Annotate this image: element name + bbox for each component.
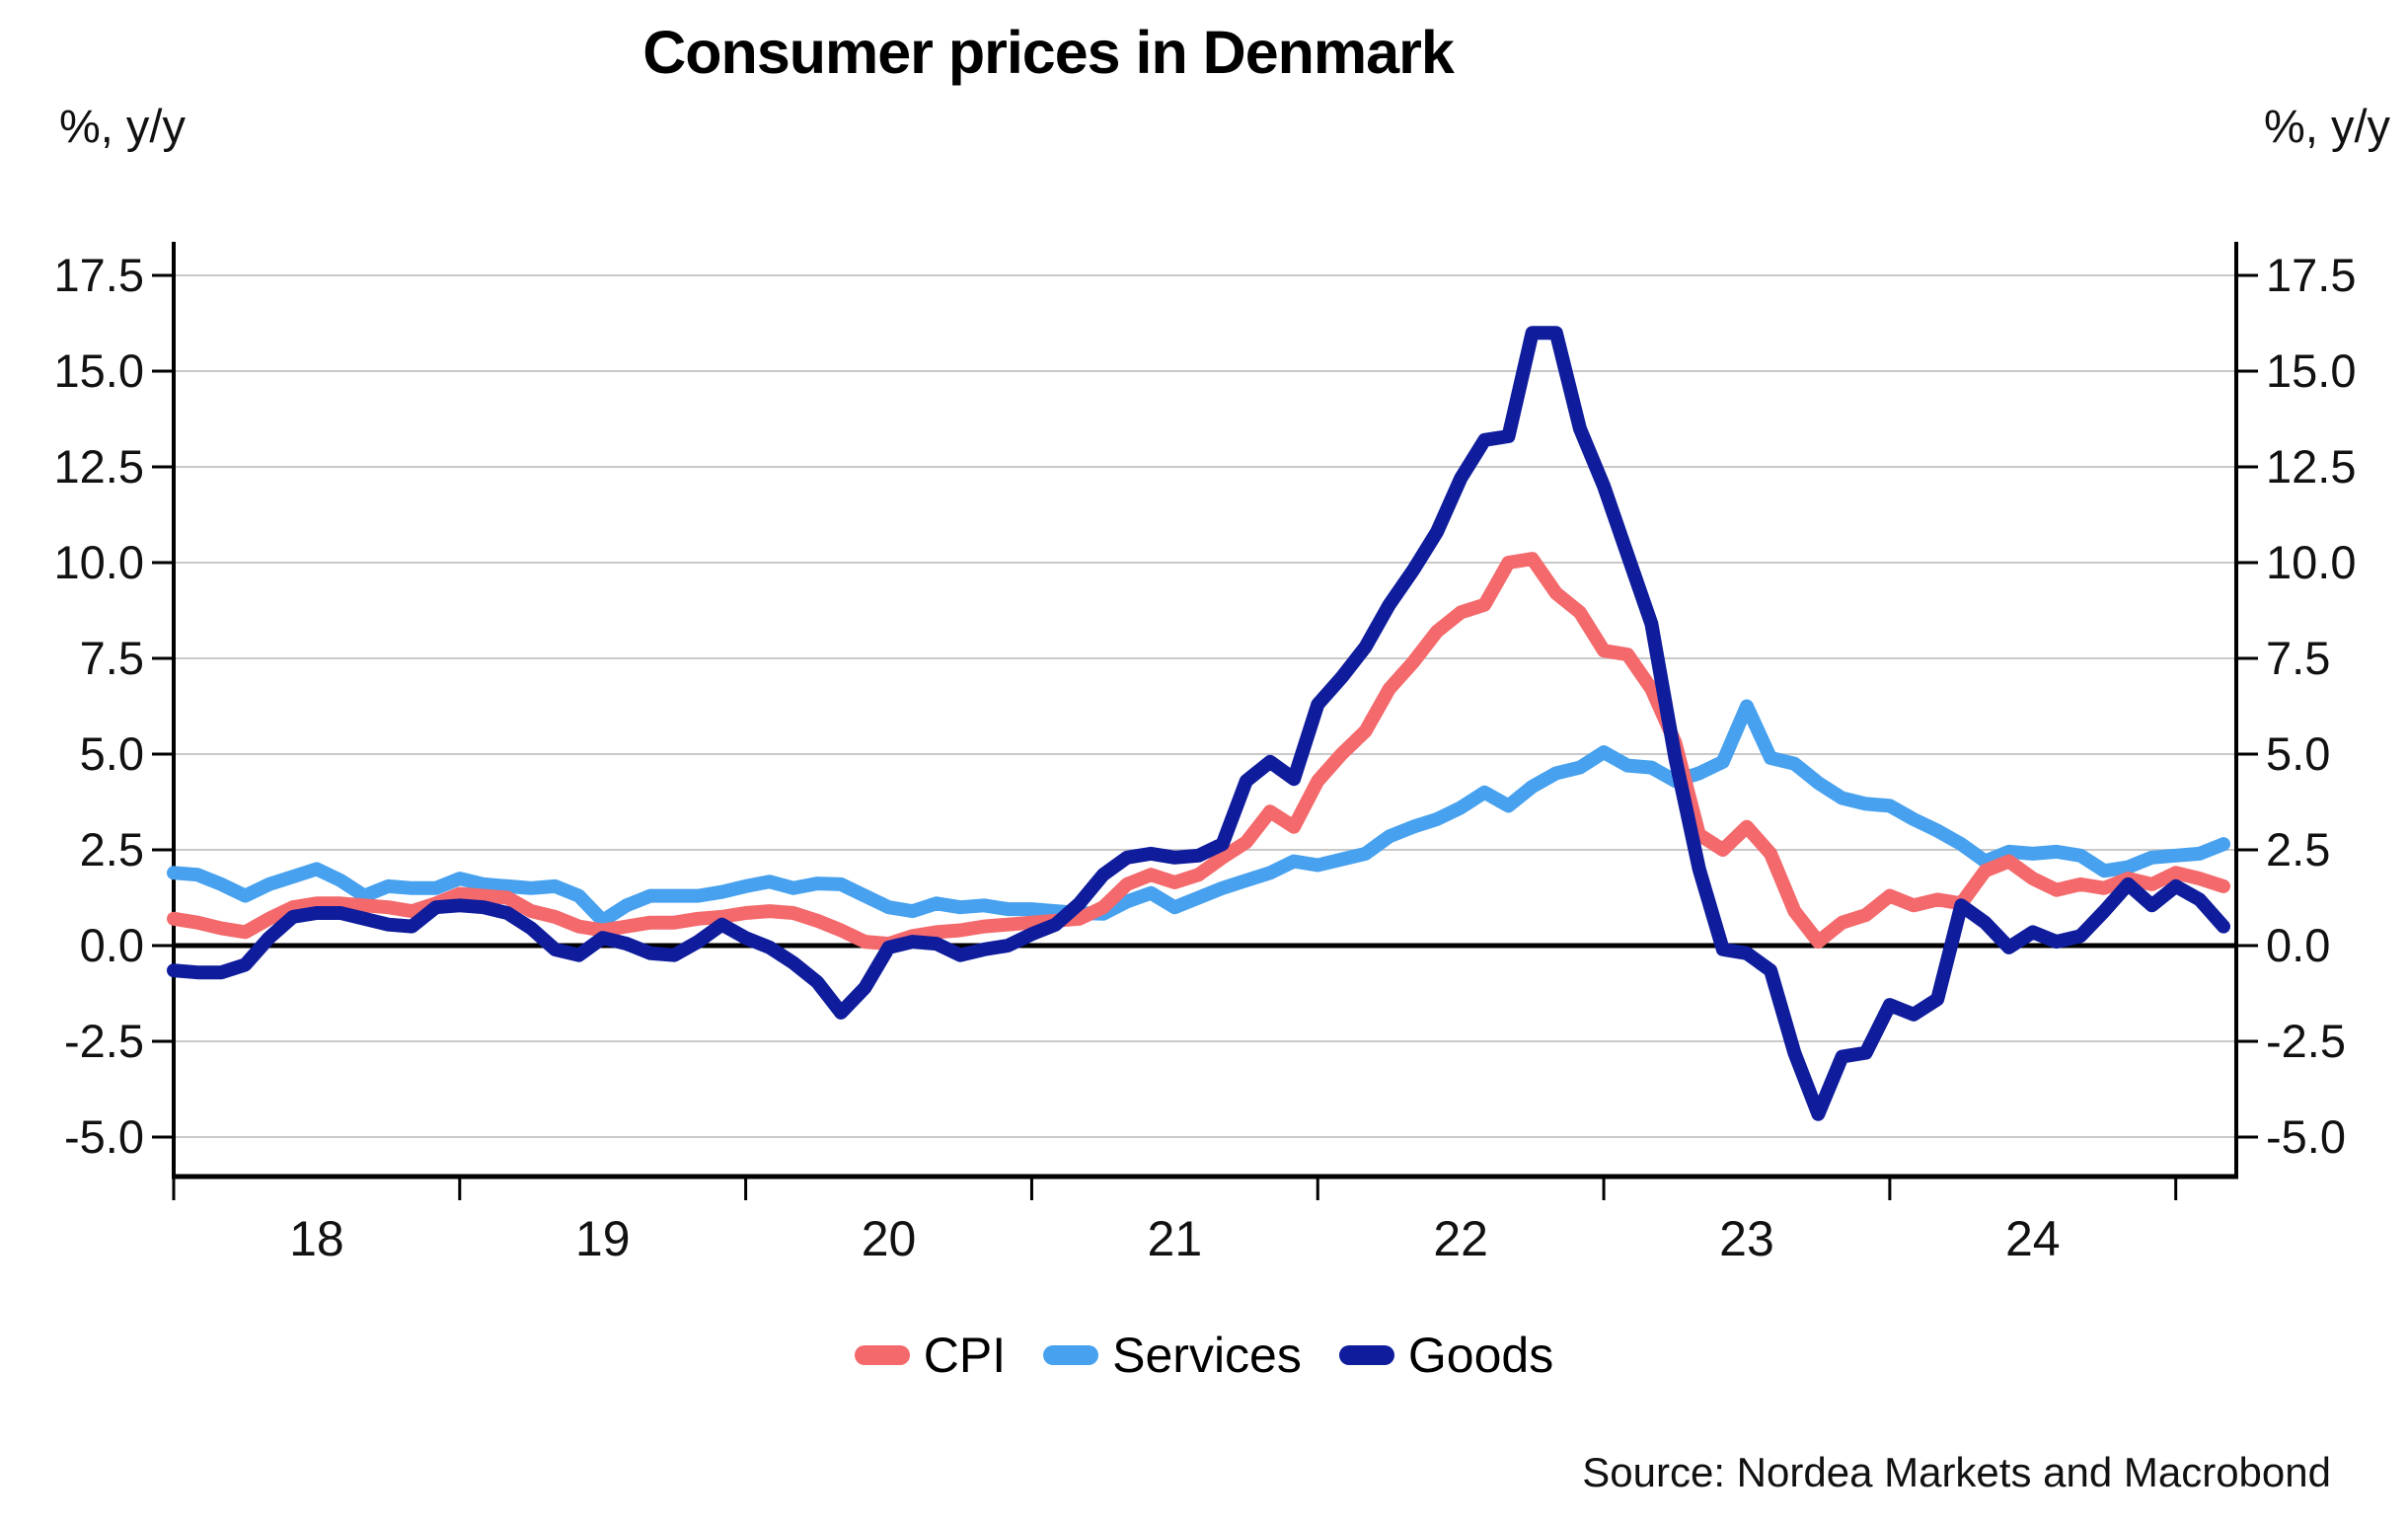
legend-item-goods: Goods xyxy=(1338,1327,1554,1384)
x-year-label: 19 xyxy=(575,1211,631,1266)
x-year-label: 20 xyxy=(862,1211,917,1266)
series-line-cpi xyxy=(167,552,2230,952)
y-tick-label-left: 7.5 xyxy=(80,632,144,684)
y-tick-label-left: -2.5 xyxy=(64,1015,144,1067)
y-tick-label-right: -2.5 xyxy=(2266,1015,2346,1067)
y-tick-label-left: -5.0 xyxy=(64,1110,144,1163)
legend-label-cpi: CPI xyxy=(923,1328,1007,1383)
y-tick-label-left: 2.5 xyxy=(80,823,144,876)
legend-label-services: Services xyxy=(1112,1328,1302,1383)
y-tick-label-right: -5.0 xyxy=(2266,1110,2346,1163)
y-tick-label-right: 7.5 xyxy=(2266,632,2330,684)
y-tick-label-right: 10.0 xyxy=(2266,536,2356,588)
goods-color-swatch xyxy=(1338,1345,1394,1365)
y-tick-label-left: 10.0 xyxy=(54,536,144,588)
y-axis-ticks: 17.5 17.5 15.0 15.0 12.5 12.5 10.0 10.0 7.5 7.5 5.… xyxy=(54,249,2357,1163)
y-tick-label-left: 5.0 xyxy=(80,727,144,780)
x-year-label: 24 xyxy=(2005,1211,2061,1266)
right-axis-unit-label: %, y/y xyxy=(2264,100,2390,152)
y-tick-label-right: 17.5 xyxy=(2266,249,2356,301)
legend-label-goods: Goods xyxy=(1407,1328,1554,1383)
y-tick-label-left: 17.5 xyxy=(54,249,144,301)
axes xyxy=(172,242,2238,1180)
x-axis-ticks: 18 19 20 21 22 23 24 xyxy=(172,1177,2178,1266)
legend: CPI Services Goods xyxy=(0,1327,2408,1384)
y-tick-label-left: 12.5 xyxy=(54,440,144,493)
y-tick-label-right: 5.0 xyxy=(2266,727,2330,780)
series-line-goods xyxy=(167,326,2230,1121)
y-tick-label-left: 15.0 xyxy=(54,344,144,397)
x-year-label: 18 xyxy=(289,1211,344,1266)
x-year-label: 22 xyxy=(1433,1211,1488,1266)
cpi-color-swatch xyxy=(854,1345,910,1365)
y-tick-label-right: 0.0 xyxy=(2266,919,2330,971)
left-axis-unit-label: %, y/y xyxy=(59,100,186,152)
legend-item-services: Services xyxy=(1043,1327,1302,1384)
services-color-swatch xyxy=(1043,1345,1099,1365)
series-line-services xyxy=(167,699,2230,928)
y-tick-label-left: 0.0 xyxy=(80,919,144,971)
y-tick-label-right: 12.5 xyxy=(2266,440,2356,493)
source-note: Source: Nordea Markets and Macrobond xyxy=(1582,1449,2331,1495)
legend-item-cpi: CPI xyxy=(854,1327,1007,1384)
x-year-label: 21 xyxy=(1148,1211,1203,1266)
x-year-label: 23 xyxy=(1719,1211,1774,1266)
chart-title: Consumer prices in Denmark xyxy=(642,19,1455,86)
y-tick-label-right: 2.5 xyxy=(2266,823,2330,876)
y-tick-label-right: 15.0 xyxy=(2266,344,2356,397)
